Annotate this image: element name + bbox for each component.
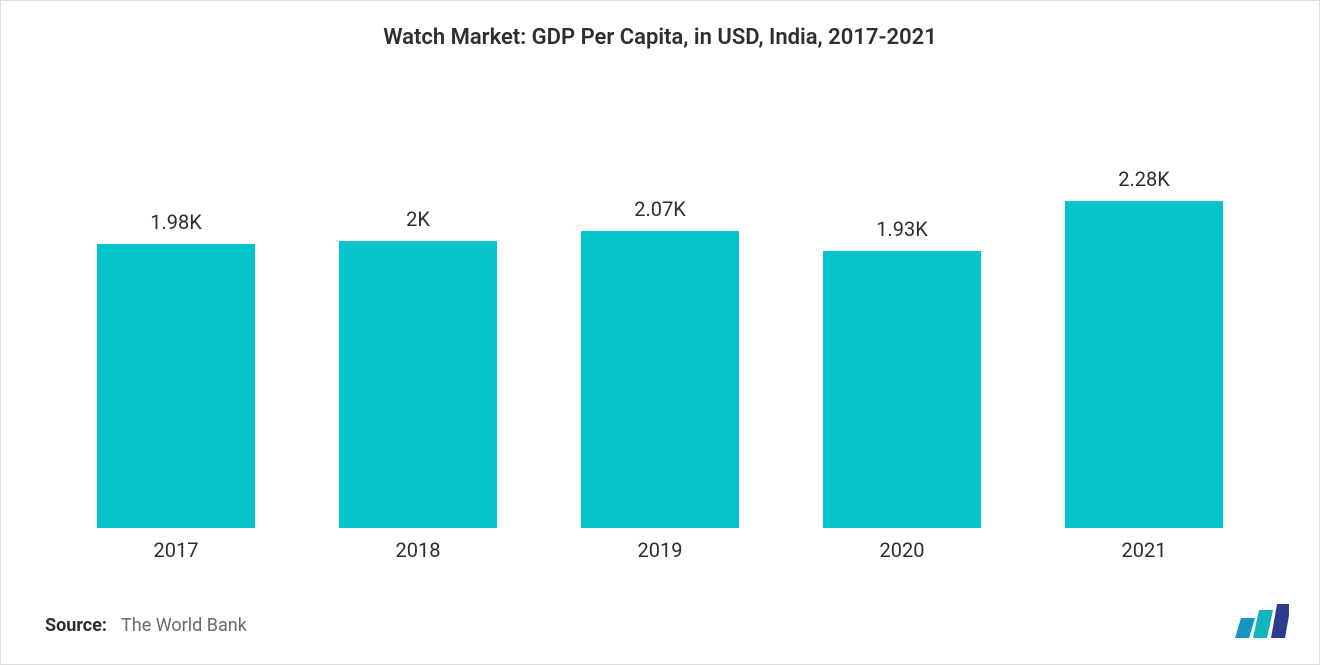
bar — [1065, 201, 1222, 528]
bar-value-label: 2.07K — [539, 197, 781, 221]
chart-title: Watch Market: GDP Per Capita, in USD, In… — [1, 1, 1319, 58]
bar — [581, 231, 738, 528]
bar-group: 2.28K — [1023, 201, 1265, 528]
x-tick-label: 2020 — [781, 538, 1023, 562]
bar-group: 1.93K — [781, 251, 1023, 528]
x-axis: 20172018201920202021 — [55, 538, 1265, 562]
bar-value-label: 2K — [297, 207, 539, 231]
bar-value-label: 1.93K — [781, 217, 1023, 241]
bar-group: 1.98K — [55, 244, 297, 528]
x-tick-label: 2018 — [297, 538, 539, 562]
x-tick-label: 2021 — [1023, 538, 1265, 562]
bar-group: 2.07K — [539, 231, 781, 528]
bar-value-label: 2.28K — [1023, 167, 1265, 191]
source-row: Source: The World Bank — [45, 615, 247, 636]
source-text: The World Bank — [121, 615, 247, 636]
bar — [339, 241, 496, 528]
bar-value-label: 1.98K — [55, 210, 297, 234]
chart-frame: Watch Market: GDP Per Capita, in USD, In… — [0, 0, 1320, 665]
x-tick-label: 2019 — [539, 538, 781, 562]
bar-group: 2K — [297, 241, 539, 528]
x-tick-label: 2017 — [55, 538, 297, 562]
chart-plot-area: 1.98K2K2.07K1.93K2.28K — [55, 98, 1265, 528]
source-label: Source: — [45, 615, 107, 636]
bar — [823, 251, 980, 528]
mordor-intelligence-icon — [1233, 604, 1289, 642]
bar — [97, 244, 254, 528]
